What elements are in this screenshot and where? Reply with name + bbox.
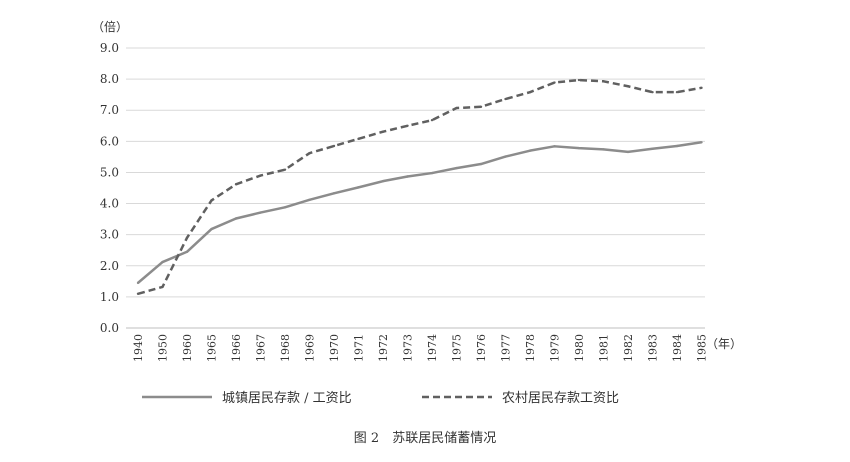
data-point <box>357 186 360 189</box>
x-tick-label: 1978 <box>524 334 537 362</box>
x-tick-label: 1968 <box>279 334 292 362</box>
data-point <box>430 171 434 175</box>
data-point <box>700 141 703 144</box>
x-tick-label: 1982 <box>622 334 635 362</box>
legend-label-1: 城镇居民存款 / 工资比 <box>222 391 352 406</box>
x-axis-unit: （年） <box>706 337 742 351</box>
data-point <box>381 179 385 183</box>
series-line-2 <box>137 78 702 295</box>
data-point <box>381 130 385 133</box>
x-tick-label: 1967 <box>255 334 268 362</box>
data-point <box>357 137 360 141</box>
data-point <box>308 198 311 202</box>
data-point <box>602 80 605 83</box>
data-point <box>504 155 507 158</box>
data-point <box>283 206 287 209</box>
x-tick-label: 1971 <box>353 334 366 362</box>
data-point <box>332 144 336 148</box>
data-point <box>210 227 213 231</box>
series-lines <box>136 78 703 295</box>
data-point <box>577 146 581 150</box>
data-point <box>504 97 507 101</box>
data-point <box>308 151 311 155</box>
data-point <box>602 148 605 151</box>
data-point <box>700 86 703 90</box>
data-point <box>577 78 581 82</box>
data-point <box>185 250 189 253</box>
y-tick-label: 1.0 <box>100 290 119 304</box>
x-tick-label: 1974 <box>426 334 439 362</box>
legend-label-2: 农村居民存款工资比 <box>502 391 619 406</box>
x-axis-ticks: 1940 1950 1960 1965 1966 1967 1968 1969 1970 1971… <box>132 334 709 362</box>
data-point <box>234 217 238 220</box>
x-tick-label: 1969 <box>304 334 317 362</box>
x-tick-label: 1984 <box>671 334 684 362</box>
y-axis-unit: （倍） <box>92 19 128 34</box>
x-tick-label: 1980 <box>573 334 586 362</box>
data-point <box>675 90 679 94</box>
x-tick-label: 1973 <box>402 334 415 362</box>
x-tick-label: 1975 <box>451 334 464 362</box>
y-tick-label: 7.0 <box>100 103 119 117</box>
data-point <box>210 199 213 202</box>
x-tick-label: 1972 <box>377 334 390 362</box>
data-point <box>651 147 654 150</box>
data-point <box>161 285 164 289</box>
x-tick-label: 1940 <box>132 334 145 362</box>
x-tick-label: 1977 <box>500 334 513 362</box>
x-tick-label: 1965 <box>206 334 219 362</box>
y-tick-label: 8.0 <box>100 72 119 86</box>
data-point <box>553 145 556 148</box>
data-point <box>675 144 679 148</box>
y-tick-label: 9.0 <box>100 41 119 55</box>
x-tick-label: 1950 <box>157 334 170 362</box>
data-point <box>455 106 458 110</box>
data-point <box>136 292 140 295</box>
y-tick-label: 0.0 <box>100 321 119 335</box>
x-tick-label: 1960 <box>181 334 194 362</box>
y-tick-label: 2.0 <box>100 259 119 273</box>
x-tick-label: 1983 <box>647 334 660 362</box>
data-point <box>406 175 409 178</box>
x-tick-label: 1966 <box>230 334 243 362</box>
x-tick-label: 1985 <box>696 334 709 362</box>
data-point <box>161 260 164 264</box>
x-tick-label: 1981 <box>598 334 611 362</box>
data-point <box>528 90 532 94</box>
x-tick-label: 1976 <box>475 334 488 362</box>
gridlines <box>126 47 705 329</box>
data-point <box>234 183 238 186</box>
data-point <box>626 85 630 88</box>
legend: 城镇居民存款 / 工资比 农村居民存款工资比 <box>142 391 619 406</box>
data-point <box>136 281 140 285</box>
data-point <box>185 236 189 239</box>
data-point <box>259 174 262 177</box>
y-tick-label: 5.0 <box>100 165 119 179</box>
data-point <box>430 118 434 122</box>
data-point <box>479 105 483 109</box>
x-tick-label: 1979 <box>549 334 562 362</box>
data-point <box>283 168 287 171</box>
x-tick-label: 1970 <box>328 334 341 362</box>
y-tick-label: 3.0 <box>100 228 119 242</box>
data-point <box>553 81 556 84</box>
series-line-1 <box>137 141 702 284</box>
data-point <box>406 124 409 127</box>
data-point <box>455 166 458 170</box>
y-axis-ticks: 0.0 1.0 2.0 3.0 4.0 5.0 6.0 7.0 8.0 9.0 <box>100 41 119 335</box>
data-point <box>332 192 336 195</box>
y-tick-label: 6.0 <box>100 134 119 148</box>
data-point <box>479 162 483 166</box>
figure-caption: 图 2 苏联居民储蓄情况 <box>354 430 496 446</box>
data-point <box>626 150 630 154</box>
data-point <box>528 149 532 152</box>
data-point <box>651 90 654 94</box>
y-tick-label: 4.0 <box>100 197 119 211</box>
data-point <box>259 211 262 214</box>
